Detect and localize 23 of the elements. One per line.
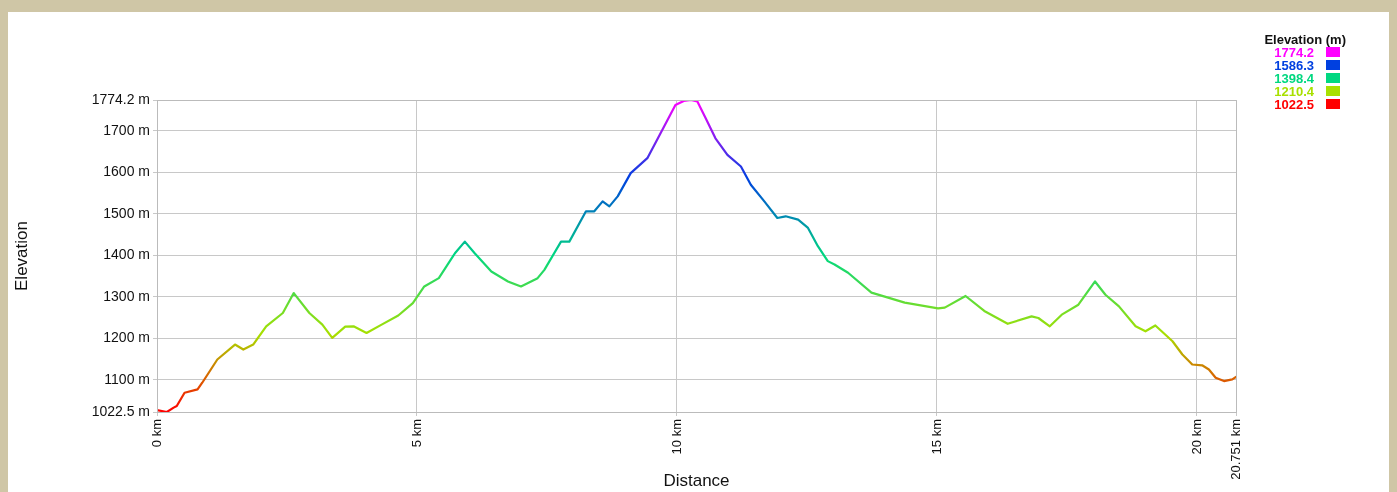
color-bar-label: 1022.5 [1274, 97, 1314, 112]
x-tick-label: 5 km [408, 419, 424, 448]
y-tick-label: 1400 m [103, 246, 150, 263]
x-tick-label: 20.751 km [1227, 419, 1243, 480]
color-bar-label: 1210.4 [1274, 84, 1315, 99]
color-bar-label: 1774.2 [1274, 45, 1314, 60]
y-tick-label: 1600 m [103, 163, 150, 180]
y-tick-label: 1100 m [104, 370, 150, 387]
x-tick-label: 10 km [668, 419, 684, 455]
x-axis-title: Distance [663, 471, 730, 491]
y-tick-label: 1022.5 m [91, 402, 150, 419]
y-tick-label: 1774.2 m [91, 90, 150, 107]
x-tick-label: 0 km [148, 419, 164, 448]
y-tick-label: 1500 m [103, 204, 150, 221]
color-bar-title: Elevation (m) [1264, 32, 1346, 47]
y-tick-label: 1300 m [103, 287, 150, 304]
y-tick-label: 1700 m [103, 121, 150, 138]
color-bar-label: 1586.3 [1274, 58, 1314, 73]
y-axis-title: Elevation [11, 221, 31, 291]
color-bar-label: 1398.4 [1274, 71, 1315, 86]
x-tick-label: 15 km [928, 419, 944, 455]
x-tick-label: 20 km [1188, 419, 1204, 455]
y-tick-label: 1200 m [103, 329, 150, 346]
